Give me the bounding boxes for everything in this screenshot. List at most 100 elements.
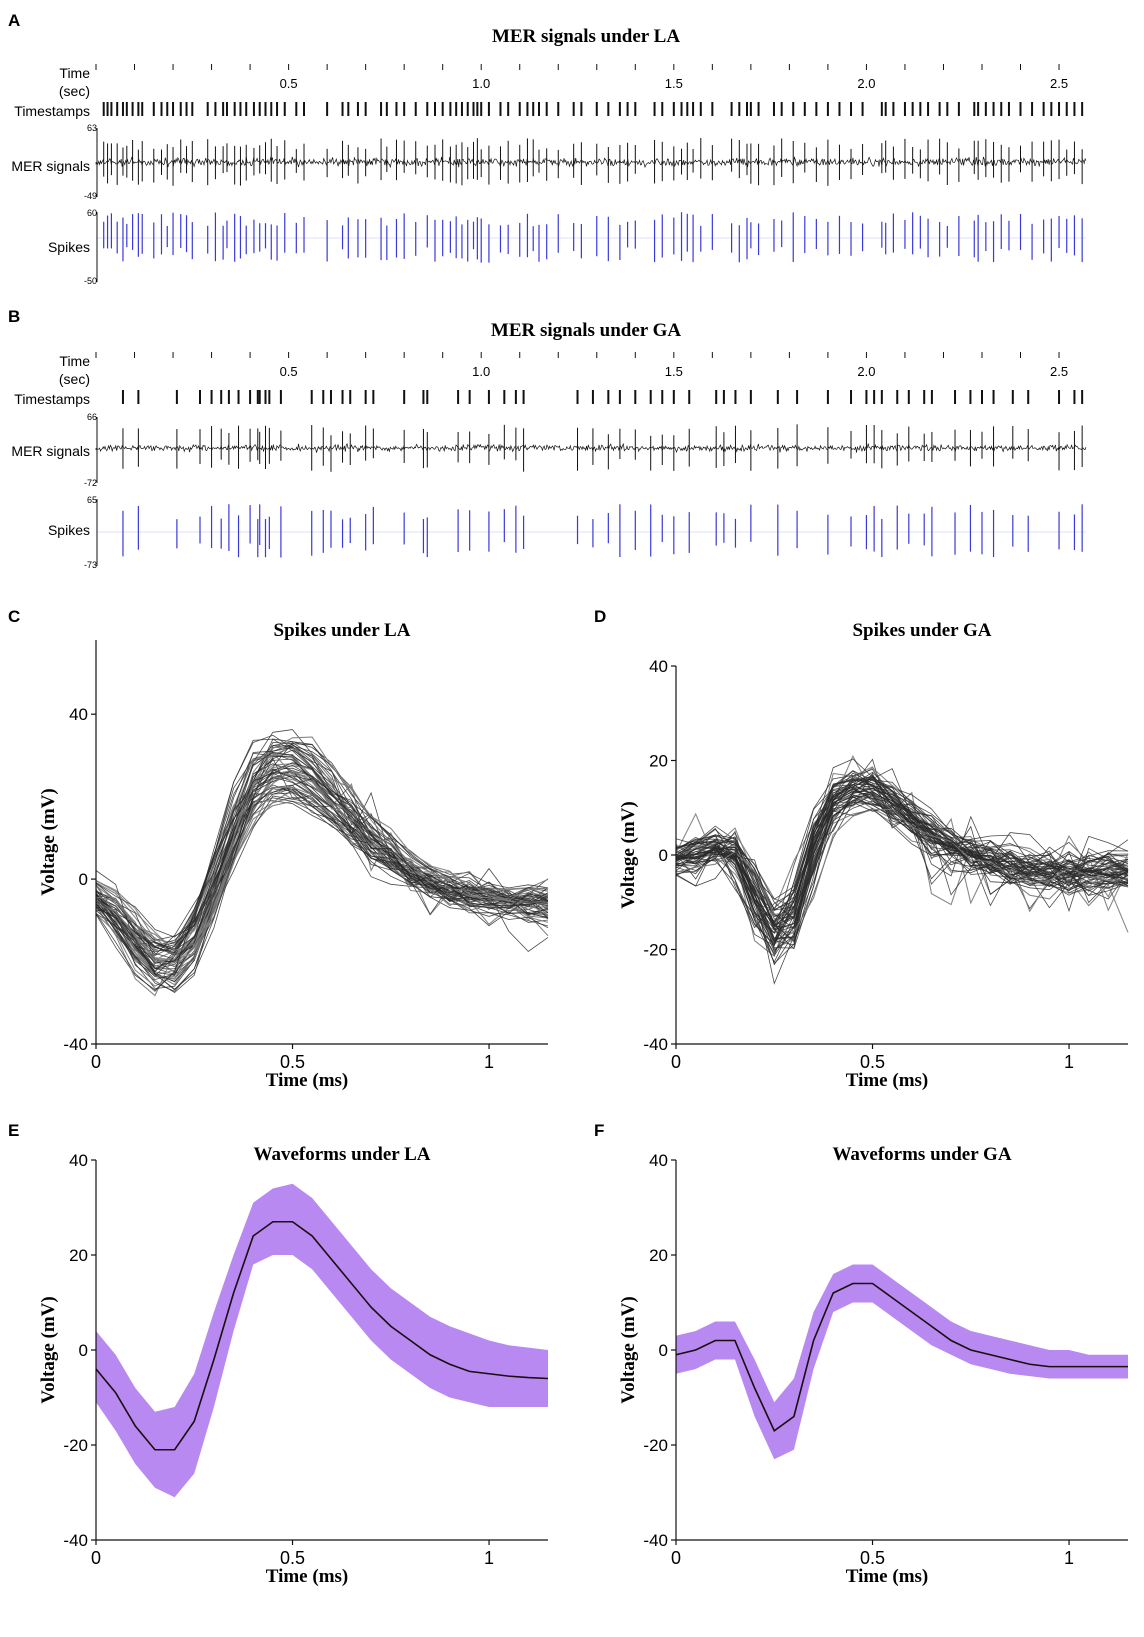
panel-a-timestamps-label: Timestamps	[14, 103, 90, 119]
panel-a-spk-max: 60	[87, 208, 97, 218]
panel-a-mer-trace	[95, 138, 1087, 186]
panel-a-timestamps	[102, 102, 1084, 116]
spike-waveform	[95, 788, 549, 947]
y-tick-label: 20	[69, 1246, 88, 1265]
panel-b-title: MER signals under GA	[491, 320, 681, 341]
spike-waveform	[95, 777, 549, 938]
panel-b-spk-max: 65	[87, 495, 97, 505]
spike-waveform	[95, 744, 549, 960]
mean-waveform	[95, 1220, 549, 1451]
panel-b-time-unit: (sec)	[59, 371, 90, 387]
spike-waveform	[95, 797, 549, 947]
spike-waveform	[675, 772, 1129, 928]
spike-waveform	[95, 769, 549, 954]
chart-waveforms-ga: Waveforms under GA -40 -20 0 20 40 0 0.5 1 Time (…	[618, 1144, 1128, 1587]
y-tick-label: -40	[643, 1531, 668, 1550]
ruler-tick-label: 1.0	[472, 364, 490, 379]
y-tick-label: 40	[69, 705, 88, 724]
x-tick-label: 0.5	[860, 1052, 885, 1072]
panel-letter-e: E	[8, 1121, 19, 1140]
ruler-tick-label: 2.0	[857, 76, 875, 91]
x-tick-label: 1	[484, 1548, 494, 1568]
panel-b-mer-max: 66	[87, 412, 97, 422]
spike-waveform	[95, 741, 549, 990]
spike-waveform	[95, 792, 549, 951]
panel-letter-d: D	[594, 607, 606, 626]
mer-noise	[95, 442, 1087, 453]
panel-letter-a: A	[8, 11, 20, 30]
ruler-tick-label: 2.0	[857, 364, 875, 379]
panel-b-mer-min: -72	[84, 478, 97, 488]
y-tick-label: 0	[659, 846, 668, 865]
spike-waveform	[675, 808, 1129, 933]
panel-a-mer-min: -49	[84, 191, 97, 201]
panel-b-timestamps-label: Timestamps	[14, 391, 90, 407]
spike-waveform	[95, 751, 549, 964]
panel-a-time-label: Time	[59, 65, 90, 81]
spike-waveform	[675, 784, 1129, 957]
x-tick-label: 0.5	[860, 1548, 885, 1568]
panel-a-time-unit: (sec)	[59, 83, 90, 99]
x-tick-label: 0	[671, 1548, 681, 1568]
y-tick-label: -20	[63, 1436, 88, 1455]
chart-waveforms-la: Waveforms under LA -40 -20 0 20 40 0 0.5 1 Time (…	[38, 1144, 549, 1587]
spike-waveform	[95, 786, 549, 949]
x-axis-label: Time (ms)	[846, 1566, 929, 1587]
spike-waveform	[95, 752, 549, 980]
std-band	[96, 1183, 548, 1498]
panel-b-spike-trace	[96, 504, 1086, 558]
spike-waveform	[675, 788, 1129, 922]
ruler-tick-label: 1.0	[472, 76, 490, 91]
mer-noise	[95, 155, 1087, 169]
panel-a-spikes-label: Spikes	[48, 239, 90, 255]
spike-waveform	[675, 768, 1129, 951]
ruler-tick-label: 2.5	[1050, 364, 1068, 379]
x-axis-label: Time (ms)	[266, 1070, 349, 1091]
y-tick-label: 0	[79, 870, 88, 889]
spike-waveform	[95, 741, 549, 973]
x-tick-label: 0.5	[280, 1548, 305, 1568]
spike-waveform	[95, 769, 549, 968]
spike-waveform	[675, 781, 1129, 946]
panel-b-mer-trace	[95, 424, 1087, 472]
y-tick-label: -20	[643, 1436, 668, 1455]
x-tick-label: 1	[1064, 1052, 1074, 1072]
spike-waveform	[95, 786, 549, 952]
x-tick-label: 0.5	[280, 1052, 305, 1072]
std-band	[676, 1264, 1128, 1460]
ruler-tick-label: 1.5	[665, 76, 683, 91]
spike-waveform	[95, 789, 549, 956]
spike-waveform	[95, 744, 549, 976]
panel-b-spikes-label: Spikes	[48, 522, 90, 538]
spike-overlay	[95, 729, 549, 997]
x-tick-label: 0	[671, 1052, 681, 1072]
spike-waveform	[95, 794, 549, 956]
chart-title: Spikes under GA	[852, 620, 991, 641]
spike-waveform	[95, 767, 549, 961]
panel-b-mer-label: MER signals	[11, 443, 90, 459]
y-tick-label: 20	[649, 1246, 668, 1265]
y-axis-label: Voltage (mV)	[618, 1296, 639, 1403]
chart-spikes-ga: Spikes under GA -40 -20 0 20 40 0 0.5 1 Time (ms)…	[618, 620, 1129, 1091]
panel-letter-f: F	[594, 1121, 604, 1140]
x-tick-label: 0	[91, 1052, 101, 1072]
panel-b-timestamps	[121, 390, 1084, 404]
spike-waveform	[95, 752, 549, 972]
y-tick-label: 40	[649, 1151, 668, 1170]
y-tick-label: -40	[643, 1035, 668, 1054]
panel-a-spk-min: -50	[84, 276, 97, 286]
ruler-tick-label: 0.5	[280, 364, 298, 379]
panel-letter-c: C	[8, 607, 20, 626]
x-tick-label: 1	[484, 1052, 494, 1072]
panel-a-mer-max: 63	[87, 123, 97, 133]
spike-waveform	[95, 765, 549, 965]
panel-b: B MER signals under GA Time (sec) Timest…	[8, 307, 1087, 570]
panel-a-spike-trace	[96, 212, 1086, 263]
y-tick-label: 40	[69, 1151, 88, 1170]
spike-waveform	[95, 738, 549, 992]
y-tick-label: 0	[659, 1341, 668, 1360]
spike-waveform	[95, 762, 549, 992]
spike-waveform	[95, 746, 549, 978]
y-tick-label: -40	[63, 1531, 88, 1550]
